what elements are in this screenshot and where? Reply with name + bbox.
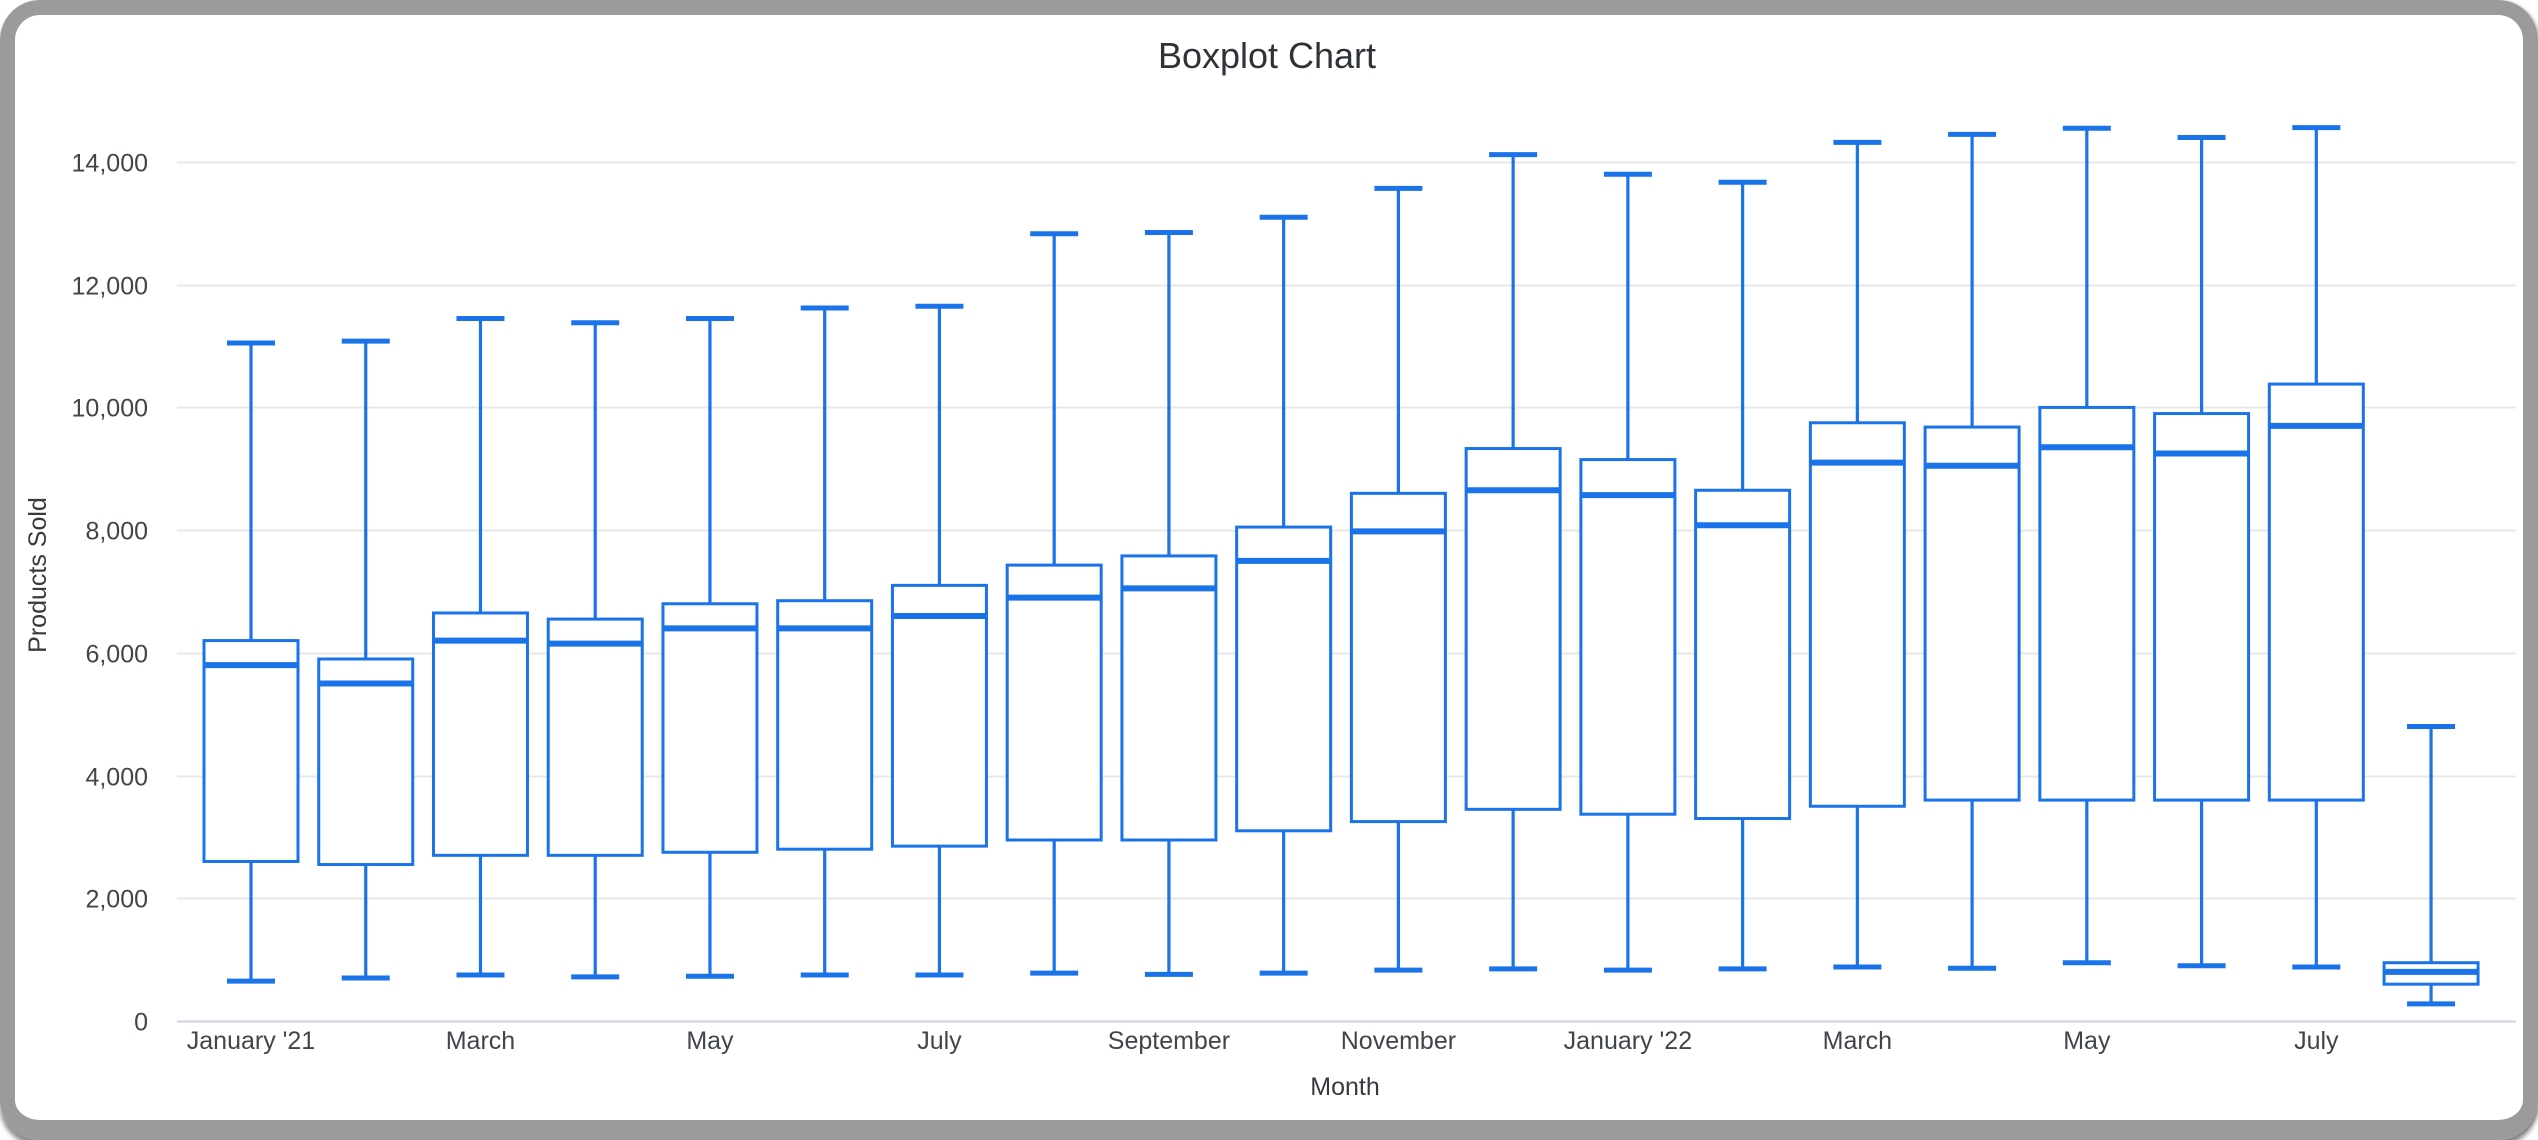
boxplot-november-21 (1349, 185, 1447, 973)
boxplot-december-21 (1464, 152, 1562, 972)
boxplot-september-21 (1120, 230, 1218, 977)
x-tick-label: November (1341, 1027, 1456, 1055)
boxplot-june-22 (2153, 134, 2251, 969)
x-tick-label: March (1823, 1027, 1892, 1055)
y-tick-label: 8,000 (85, 518, 148, 546)
y-axis-title: Products Sold (24, 497, 52, 653)
boxplot-march-21 (431, 315, 529, 978)
boxplot-february-22 (1694, 179, 1792, 972)
y-tick-label: 14,000 (72, 150, 148, 178)
boxplot-january-22 (1579, 171, 1677, 973)
y-tick-label: 4,000 (85, 764, 148, 792)
chart-title: Boxplot Chart (1158, 35, 1376, 76)
boxplot-may-22 (2038, 125, 2136, 966)
x-tick-label: May (686, 1027, 734, 1055)
boxplot-april-22 (1923, 131, 2021, 971)
y-tick-label: 12,000 (72, 273, 148, 301)
boxplot-may-21 (661, 315, 759, 979)
boxplot-july-22 (2267, 125, 2365, 970)
boxplot-october-21 (1235, 214, 1333, 976)
y-tick-label: 6,000 (85, 641, 148, 669)
boxplot-february-21 (317, 338, 415, 981)
y-tick-label: 10,000 (72, 395, 148, 423)
boxplot-january-21 (202, 340, 300, 984)
boxplots-layer (202, 125, 2480, 1007)
boxplot-april-21 (546, 320, 644, 980)
boxplot-august-22 (2382, 723, 2480, 1007)
x-tick-label: July (2294, 1027, 2339, 1055)
x-tick-label: July (917, 1027, 962, 1055)
xtick-labels-layer: January '21 March May July September November… (187, 1027, 2339, 1055)
boxplot-july-21 (890, 303, 988, 978)
boxplot-march-22 (1808, 139, 1906, 970)
x-tick-label: January '21 (187, 1027, 315, 1055)
x-tick-label: May (2063, 1027, 2111, 1055)
x-tick-label: September (1108, 1027, 1230, 1055)
x-tick-label: January '22 (1564, 1027, 1692, 1055)
boxplot-august-21 (1005, 231, 1103, 976)
y-tick-label: 2,000 (85, 886, 148, 914)
x-tick-label: March (446, 1027, 515, 1055)
x-axis-title: Month (1310, 1073, 1379, 1101)
ytick-labels-layer: 0 2,000 4,000 6,000 8,000 10,000 12,000 14,000 (72, 150, 148, 1037)
y-tick-label: 0 (134, 1009, 148, 1037)
boxplot-june-21 (776, 305, 874, 978)
